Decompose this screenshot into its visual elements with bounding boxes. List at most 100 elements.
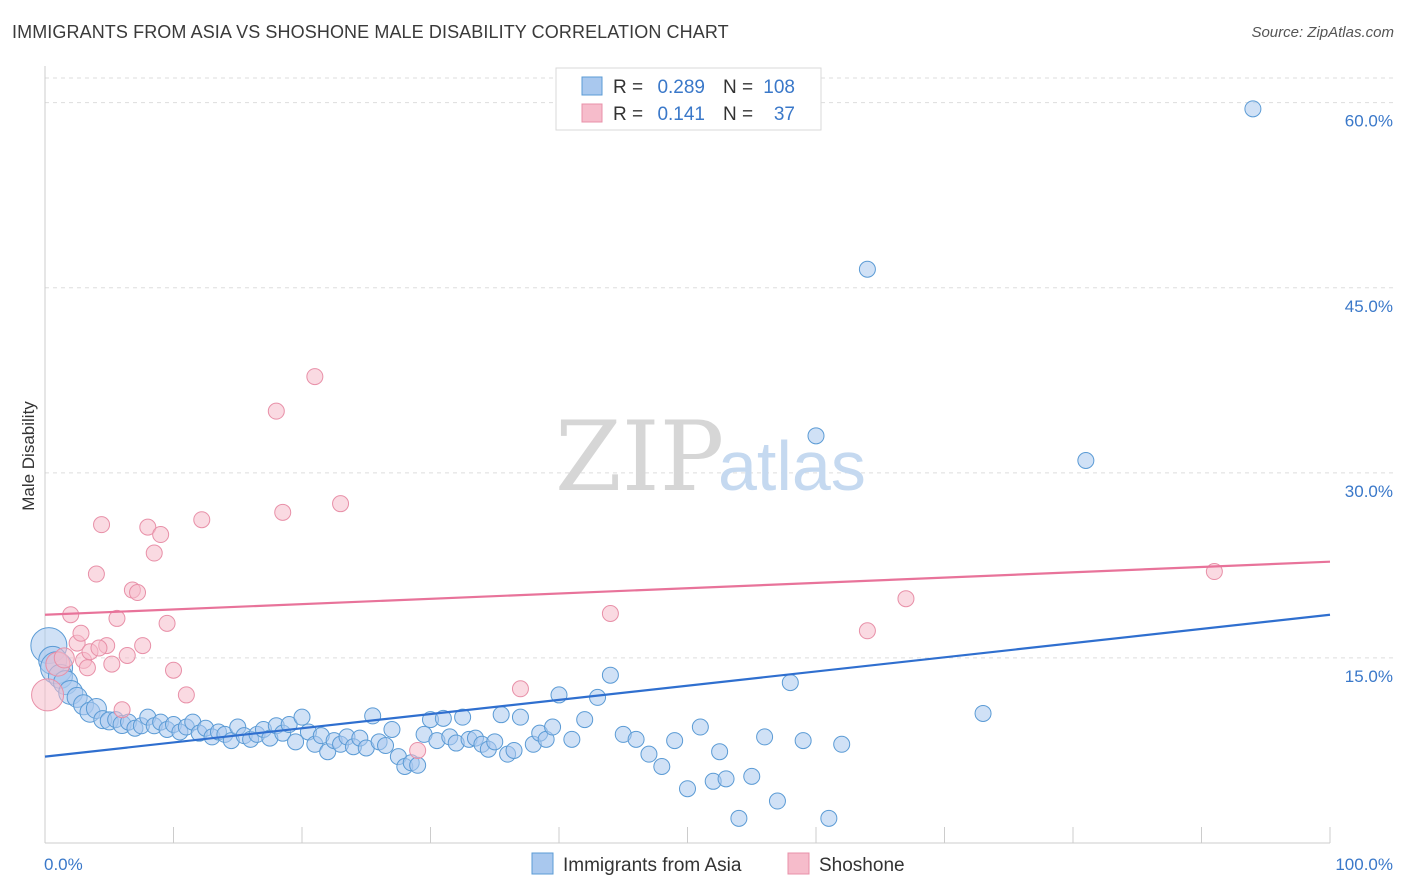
bottom-legend-label: Shoshone: [819, 855, 905, 876]
legend-swatch-blue: [581, 76, 603, 96]
asia-point: [601, 666, 619, 684]
asia-point: [383, 720, 401, 738]
axes: [44, 66, 1331, 844]
shoshone-point: [139, 518, 157, 536]
asia-point: [653, 758, 671, 775]
shoshone-point: [332, 495, 350, 513]
asia-point: [807, 427, 825, 445]
asia-point: [974, 704, 992, 722]
y-tick-label: 45.0%: [1345, 297, 1393, 316]
shoshone-point: [193, 511, 211, 529]
shoshone-point: [897, 590, 915, 608]
shoshone-point: [601, 605, 619, 622]
asia-point: [293, 708, 311, 726]
y-tick-label: 15.0%: [1345, 667, 1393, 686]
shoshone-point: [72, 624, 90, 642]
shoshone-point: [90, 639, 108, 657]
shoshone-point: [118, 646, 136, 664]
watermark-atlas: atlas: [718, 427, 866, 505]
legend-n-value: 108: [763, 77, 795, 98]
asia-point: [820, 809, 838, 827]
asia-point: [1244, 100, 1262, 118]
shoshone-point: [306, 368, 324, 386]
asia-point: [858, 260, 876, 278]
asia-point: [717, 770, 735, 788]
bottom-legend-label: Immigrants from Asia: [563, 855, 742, 876]
asia-point: [1077, 452, 1095, 469]
shoshone-point: [129, 584, 147, 602]
shoshone-point: [134, 637, 152, 655]
y-axis-label: Male Disability: [19, 401, 38, 511]
legend-r-value: 0.141: [657, 104, 705, 125]
shoshone-point: [177, 686, 195, 704]
asia-point: [833, 735, 851, 753]
trend-lines: [44, 560, 1331, 758]
legend-r-label: R =: [613, 77, 643, 98]
legend-box: R = 0.289 N = 108 R = 0.141 N = 37: [555, 67, 822, 131]
asia-point: [627, 730, 645, 748]
shoshone-point: [158, 614, 176, 632]
shoshone-trend-line: [44, 560, 1331, 616]
asia-point: [756, 728, 774, 746]
asia-point: [544, 718, 562, 736]
shoshone-point: [152, 526, 170, 544]
x-tick-label: 0.0%: [44, 855, 83, 874]
chart-title: IMMIGRANTS FROM ASIA VS SHOSHONE MALE DI…: [12, 22, 729, 42]
legend-r-value: 0.289: [657, 77, 705, 98]
asia-point: [743, 767, 761, 785]
shoshone-point: [31, 678, 65, 712]
asia-point: [640, 745, 658, 763]
bottom-legend-swatch-blue: [531, 852, 554, 875]
bottom-legend: Immigrants from Asia Shoshone: [531, 852, 905, 876]
shoshone-point: [87, 565, 105, 583]
asia-point: [492, 706, 510, 724]
shoshone-point: [103, 655, 121, 673]
asia-point: [486, 733, 504, 751]
shoshone-point: [145, 544, 163, 562]
shoshone-point: [93, 516, 111, 534]
y-tick-label: 30.0%: [1345, 482, 1393, 501]
asia-point: [730, 809, 748, 827]
asia-point: [287, 733, 305, 751]
shoshone-point: [511, 680, 529, 698]
shoshone-point: [108, 609, 126, 627]
shoshone-point: [53, 647, 75, 669]
shoshone-point: [409, 741, 427, 759]
asia-point: [576, 711, 594, 729]
asia-point: [691, 718, 709, 736]
legend-n-value: 37: [774, 104, 795, 125]
chart-source: Source: ZipAtlas.com: [1251, 24, 1394, 41]
shoshone-point: [274, 503, 292, 521]
y-tick-labels: 15.0% 30.0% 45.0% 60.0%: [1345, 112, 1393, 686]
x-tick-labels: 0.0% 100.0%: [44, 855, 1393, 874]
legend-r-label: R =: [613, 104, 643, 125]
shoshone-point: [267, 402, 285, 420]
bottom-legend-swatch-pink: [787, 852, 810, 875]
legend-n-label: N =: [723, 104, 753, 125]
asia-point: [666, 732, 684, 750]
legend-swatch-pink: [581, 103, 603, 123]
shoshone-point: [113, 701, 131, 719]
asia-point: [409, 756, 427, 774]
asia-point: [711, 743, 729, 761]
watermark: ZIP atlas: [555, 401, 866, 513]
watermark-zip: ZIP: [555, 401, 724, 513]
asia-point: [781, 674, 799, 692]
asia-point: [768, 792, 786, 810]
asia-trend-line: [44, 613, 1331, 758]
asia-point: [454, 708, 472, 726]
shoshone-point: [78, 659, 96, 677]
x-tick-label: 100.0%: [1335, 855, 1393, 874]
asia-point: [563, 730, 581, 748]
shoshone-point: [858, 622, 876, 640]
asia-point: [679, 780, 696, 798]
asia-point: [377, 737, 395, 755]
asia-point: [794, 732, 812, 750]
shoshone-point: [165, 661, 182, 679]
grid-lines: [45, 77, 1395, 659]
y-tick-label: 60.0%: [1345, 112, 1393, 131]
asia-point: [434, 709, 452, 727]
asia-point: [589, 688, 607, 706]
legend-n-label: N =: [723, 77, 753, 98]
